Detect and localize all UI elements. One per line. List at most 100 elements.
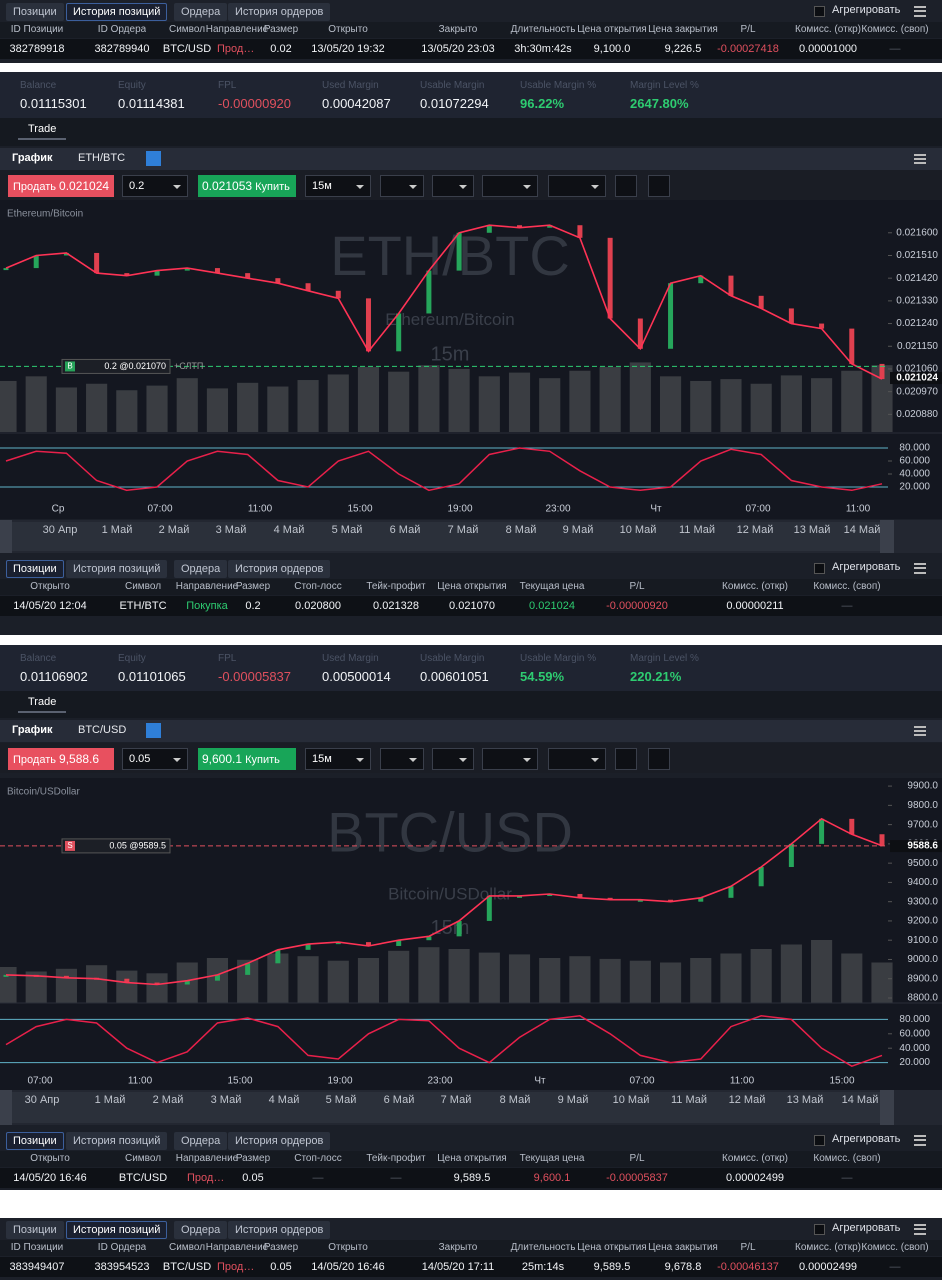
tab[interactable]: История ордеров	[228, 1221, 331, 1239]
cell-value: 0.021328	[373, 600, 419, 612]
volume-bar	[116, 970, 138, 1003]
tool-button[interactable]	[432, 748, 474, 770]
symbol[interactable]: BTC/USD	[78, 724, 127, 736]
tab[interactable]: Позиции	[6, 1132, 64, 1150]
candle	[486, 895, 492, 921]
nav-left	[0, 520, 12, 553]
tool-button[interactable]	[548, 175, 606, 197]
account-bar	[0, 72, 942, 118]
tab[interactable]: Ордера	[174, 560, 228, 578]
candle	[728, 275, 734, 296]
aggregate-label: Агрегировать	[832, 4, 901, 16]
volume-bar	[418, 365, 440, 432]
tab[interactable]: Позиции	[6, 1221, 64, 1239]
column-header: Размер	[263, 1242, 299, 1253]
time-label: 11:00	[846, 504, 871, 515]
sell-button[interactable]: Продать 9,588.6	[8, 748, 114, 770]
tab[interactable]: Ордера	[174, 1221, 228, 1239]
candle	[758, 295, 764, 309]
account-label: FPL	[218, 653, 237, 664]
y-tick-label: 9900.0	[907, 781, 938, 792]
column-header: Тейк-профит	[366, 1153, 426, 1164]
tab[interactable]: История ордеров	[228, 1132, 331, 1150]
menu-bar	[914, 162, 926, 164]
sell-button[interactable]: Продать 0.021024	[8, 175, 114, 197]
candle	[547, 893, 553, 896]
account-value: 0.01115301	[20, 96, 87, 111]
chart-title: График	[12, 152, 53, 164]
timeframe[interactable]: 15м	[305, 748, 371, 770]
candle	[728, 886, 734, 898]
tool-button[interactable]	[432, 175, 474, 197]
tool-button[interactable]	[380, 748, 424, 770]
buy-button[interactable]: 9,600.1 Купить	[198, 748, 296, 770]
tab[interactable]: Позиции	[6, 560, 64, 578]
tab[interactable]: История позиций	[66, 3, 168, 21]
tool-button[interactable]	[548, 748, 606, 770]
qty-input[interactable]: 0.05	[122, 748, 188, 770]
watermark-interval: 15m	[431, 344, 470, 366]
tool-button[interactable]	[615, 748, 637, 770]
tool-button[interactable]	[648, 748, 670, 770]
tab[interactable]: История ордеров	[228, 560, 331, 578]
price-line	[5, 224, 883, 380]
candle	[788, 843, 794, 867]
menu-icon	[914, 563, 926, 574]
tab[interactable]: Ордера	[174, 1132, 228, 1150]
symbol[interactable]: ETH/BTC	[78, 152, 126, 164]
volume-bar	[206, 388, 229, 432]
column-header: Символ	[168, 24, 206, 35]
timeframe[interactable]: 15м	[305, 175, 371, 197]
volume-bar	[25, 376, 47, 432]
column-header: Открыто	[328, 1242, 368, 1253]
volume-bar	[237, 959, 259, 1003]
tab[interactable]: История позиций	[66, 560, 168, 578]
menu-bar	[914, 10, 926, 12]
osc-tick-label: 20.000	[899, 1057, 930, 1068]
date-label: 13 Май	[786, 1094, 824, 1106]
column-header: Открыто	[328, 24, 368, 35]
osc-tick-label: 60.000	[899, 1028, 930, 1039]
date-label: 1 Май	[94, 1094, 126, 1106]
trade-tab[interactable]: Trade	[18, 123, 67, 140]
date-label: 14 Май	[843, 524, 881, 536]
tool-button[interactable]	[648, 175, 670, 197]
qty-input[interactable]: 0.2	[122, 175, 188, 197]
cell-value: 0.05	[242, 1172, 264, 1184]
tool-button[interactable]	[380, 175, 424, 197]
candle	[124, 978, 130, 983]
y-tick-label: 8900.0	[907, 973, 938, 984]
time-label: Чт	[650, 504, 662, 515]
column-header: Длительность	[510, 1242, 576, 1253]
tool-button[interactable]	[615, 175, 637, 197]
current-price-label: 9588.6	[907, 841, 938, 852]
column-header: Цена открытия	[577, 1242, 647, 1253]
tab[interactable]: Ордера	[174, 3, 228, 21]
tab[interactable]: История ордеров	[228, 3, 331, 21]
volume-bar	[146, 973, 168, 1003]
tool-button[interactable]	[482, 175, 538, 197]
account-label: Equity	[118, 80, 146, 91]
account-label: Usable Margin	[420, 653, 485, 664]
volume-bar	[327, 960, 349, 1003]
candle	[396, 940, 402, 946]
buy-button[interactable]: 0.021053 Купить	[198, 175, 296, 197]
volume-bar	[357, 367, 380, 432]
trade-tab[interactable]: Trade	[18, 696, 67, 713]
account-label: Balance	[20, 80, 57, 91]
order-box	[61, 358, 171, 374]
candle	[3, 268, 9, 271]
menu-bar	[914, 158, 926, 160]
account-label: Usable Margin %	[520, 653, 597, 664]
cell-value: 9,226.5	[664, 43, 702, 55]
y-tick-label: 0.020970	[896, 386, 938, 397]
tab[interactable]: История позиций	[66, 1132, 168, 1150]
column-header: Размер	[235, 581, 271, 592]
column-header: Направление	[205, 1242, 269, 1253]
column-header: Комисс. (откр)	[795, 1242, 861, 1253]
tab[interactable]: Позиции	[6, 3, 64, 21]
nav-right	[880, 520, 894, 553]
menu-bar	[914, 734, 926, 736]
tool-button[interactable]	[482, 748, 538, 770]
tab[interactable]: История позиций	[66, 1221, 168, 1239]
